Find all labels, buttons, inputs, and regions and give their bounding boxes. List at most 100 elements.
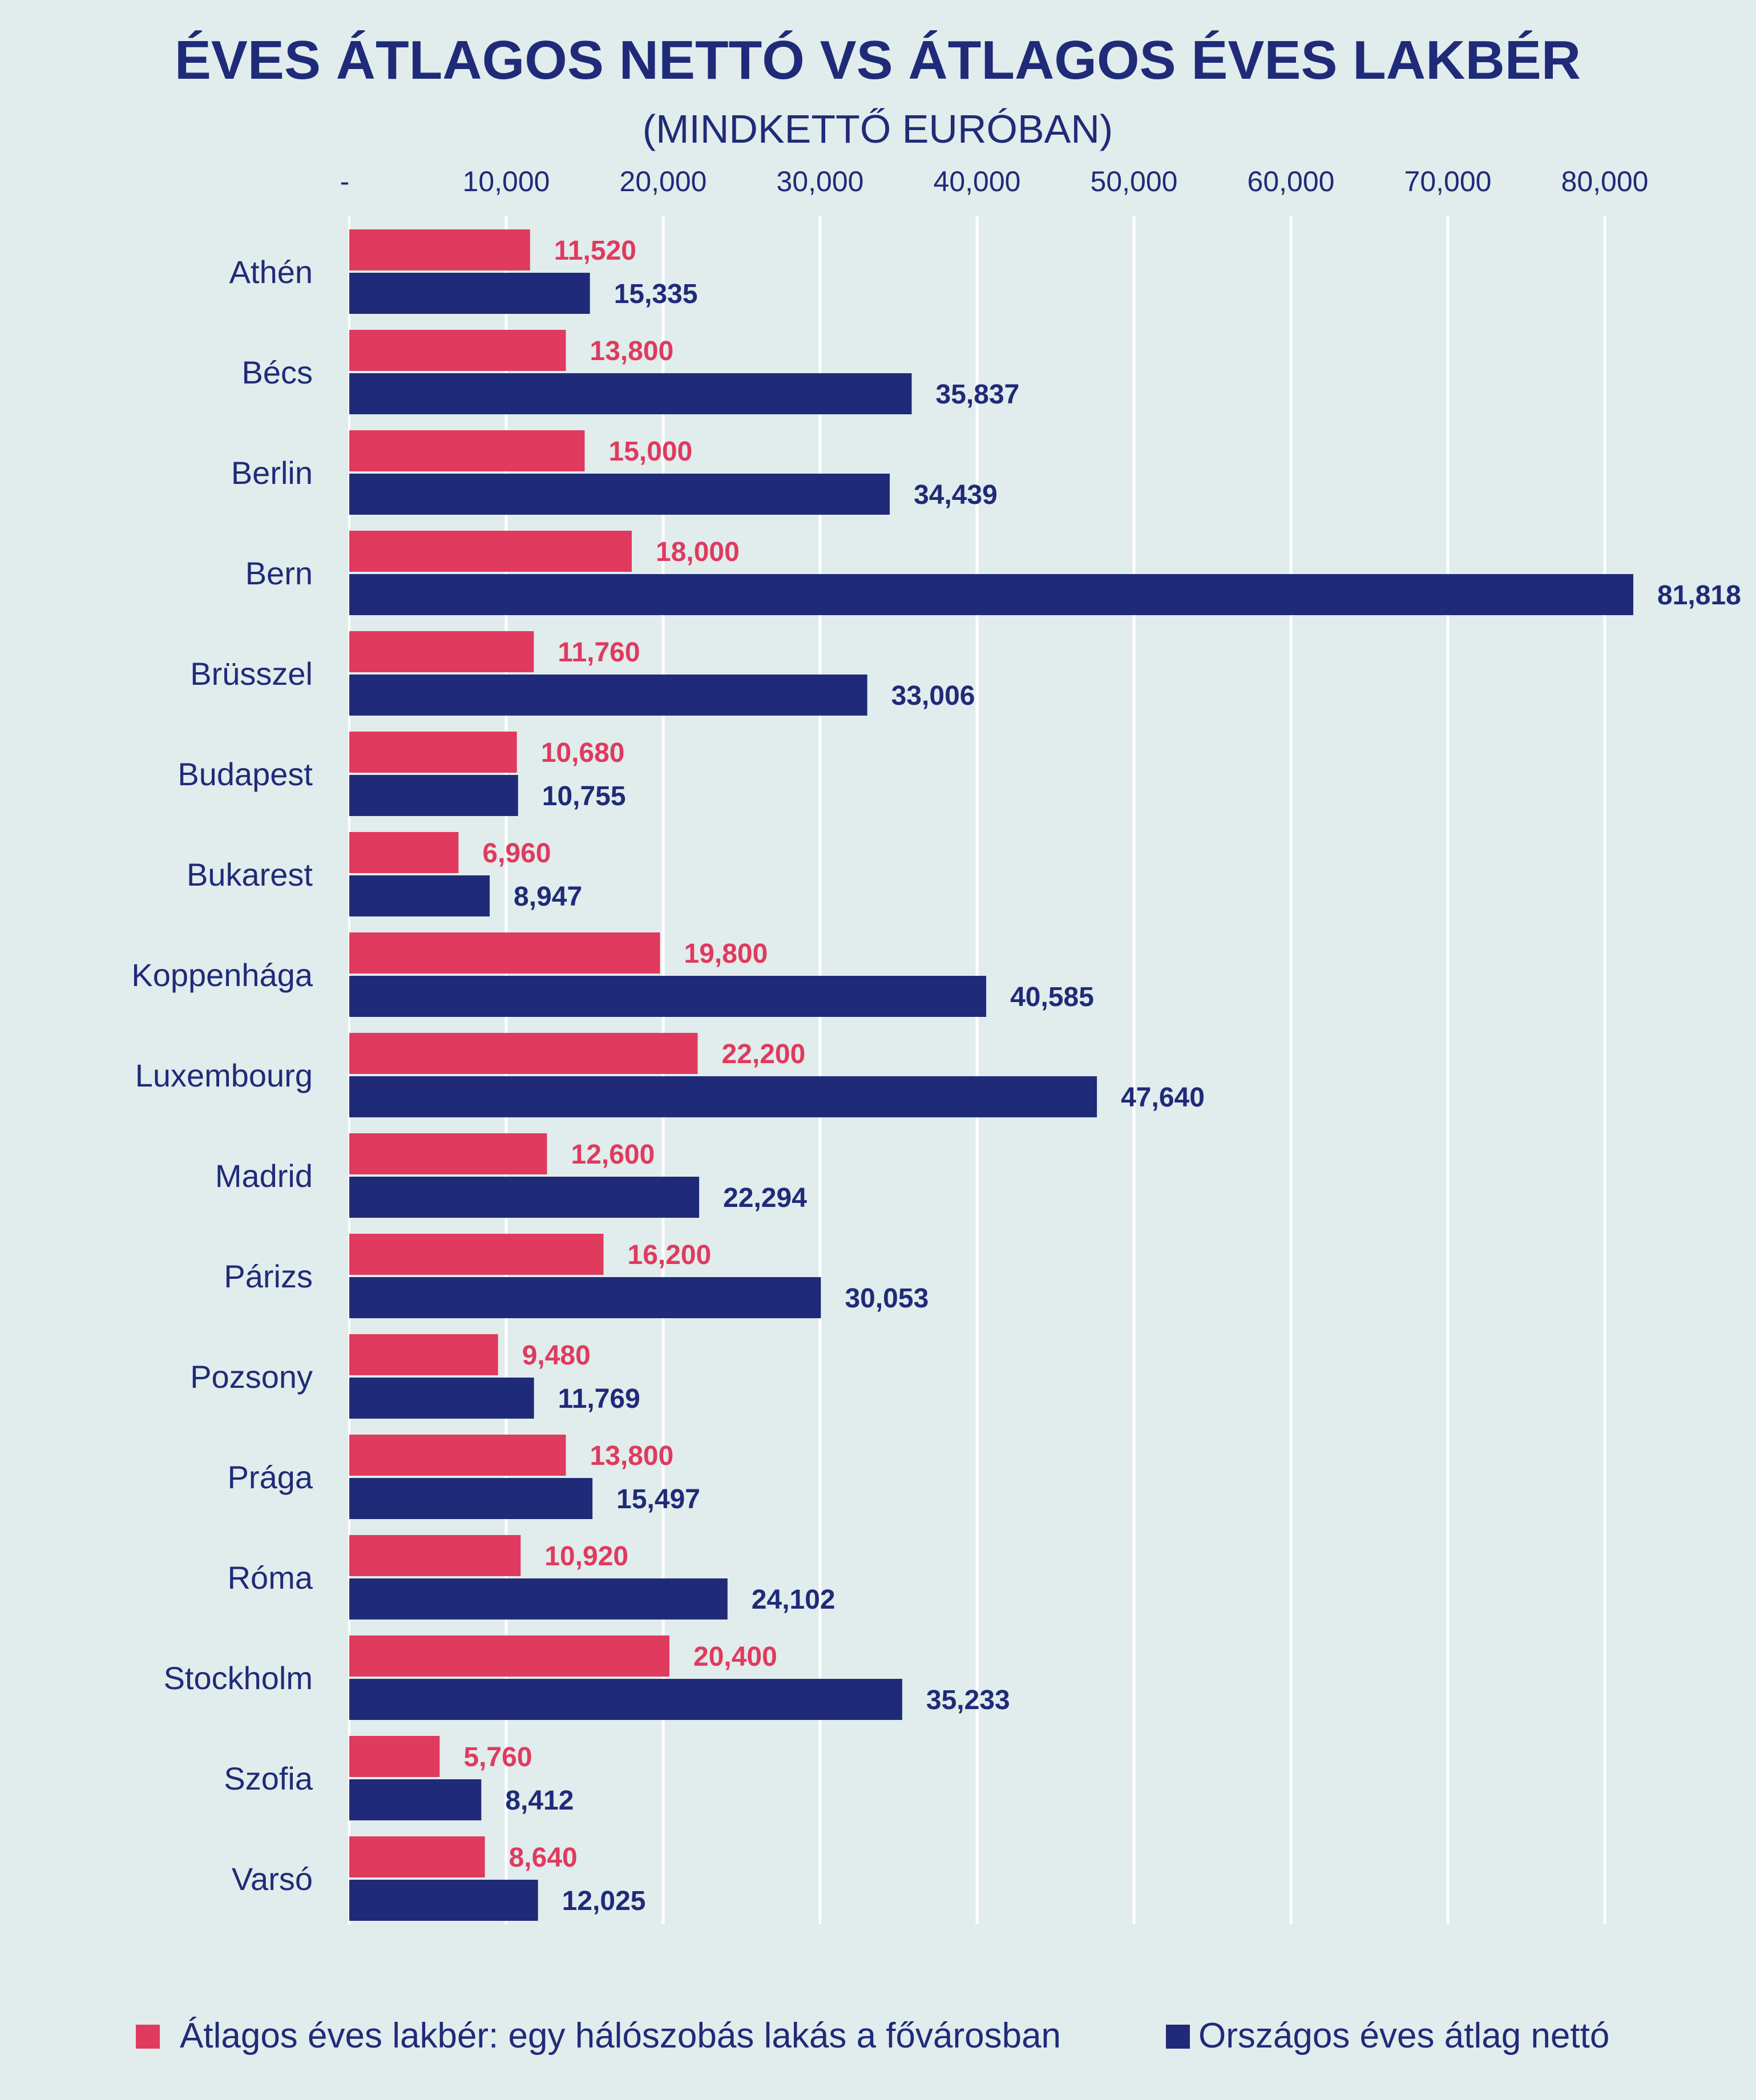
legend-swatch (136, 2025, 160, 2049)
bar-net-salary (349, 1177, 700, 1218)
bar-rent (349, 1435, 566, 1476)
category-label: Róma (228, 1560, 313, 1596)
data-label-net-salary: 30,053 (845, 1283, 929, 1314)
bar-rent (349, 430, 585, 471)
data-label-rent: 13,800 (590, 1441, 674, 1471)
x-tick-label: - (340, 165, 350, 197)
legend-swatch (1166, 2025, 1190, 2049)
bar-rent (349, 1334, 498, 1375)
data-label-net-salary: 11,769 (558, 1384, 640, 1414)
bar-net-salary (349, 474, 890, 515)
data-label-rent: 15,000 (609, 437, 693, 467)
bars: 11,520 15,335 13,800 35,837 15,000 34,439 18,0… (349, 229, 1741, 1921)
data-label-net-salary: 35,233 (926, 1685, 1010, 1715)
bar-rent (349, 732, 517, 773)
bar-net-salary (349, 1880, 538, 1921)
data-label-net-salary: 34,439 (914, 480, 998, 510)
data-label-rent: 9,480 (522, 1340, 591, 1371)
x-tick-label: 70,000 (1404, 165, 1492, 197)
data-label-net-salary: 47,640 (1121, 1083, 1205, 1113)
bar-rent (349, 1133, 547, 1174)
bar-net-salary (349, 373, 912, 414)
data-label-rent: 10,920 (544, 1541, 628, 1572)
data-label-rent: 8,640 (509, 1843, 578, 1873)
bar-net-salary (349, 1478, 593, 1519)
data-label-net-salary: 35,837 (936, 379, 1020, 410)
category-label: Madrid (215, 1158, 313, 1194)
data-label-net-salary: 15,497 (616, 1484, 700, 1515)
bar-rent (349, 932, 660, 974)
category-label: Szofia (224, 1760, 313, 1796)
x-tick-label: 40,000 (934, 165, 1021, 197)
data-label-rent: 13,800 (590, 336, 674, 366)
legend-label: Országos éves átlag nettó (1198, 2016, 1609, 2055)
bar-rent (349, 1836, 485, 1877)
category-label: Luxembourg (135, 1057, 313, 1093)
legend: Átlagos éves lakbér: egy hálószobás laká… (136, 2016, 1609, 2055)
x-axis-ticks: - 10,000 20,000 30,000 40,000 50,000 60,000 70,… (340, 165, 1649, 197)
bar-rent (349, 1234, 604, 1275)
data-label-rent: 12,600 (571, 1140, 655, 1170)
data-label-net-salary: 12,025 (562, 1886, 646, 1916)
category-label: Koppenhága (131, 957, 313, 993)
data-label-rent: 11,760 (558, 637, 640, 668)
bar-net-salary (349, 1378, 534, 1419)
data-label-rent: 19,800 (684, 939, 768, 969)
category-labels: Athén Bécs Berlin Bern Brüsszel Budapest Bukar… (131, 254, 313, 1897)
category-label: Brüsszel (190, 656, 313, 692)
data-label-rent: 22,200 (722, 1039, 806, 1069)
bar-rent (349, 531, 632, 572)
bar-rent (349, 1635, 669, 1677)
data-label-net-salary: 24,102 (752, 1585, 835, 1615)
data-label-net-salary: 8,412 (505, 1786, 574, 1816)
x-tick-label: 10,000 (463, 165, 550, 197)
category-label: Bern (245, 555, 313, 591)
bar-rent (349, 330, 566, 371)
bar-rent (349, 631, 534, 672)
data-label-rent: 18,000 (656, 537, 740, 567)
bar-rent (349, 832, 459, 873)
bar-net-salary (349, 1679, 902, 1720)
chart-subtitle: (MINDKETTŐ EURÓBAN) (643, 107, 1113, 151)
data-label-net-salary: 10,755 (542, 781, 626, 811)
data-label-net-salary: 33,006 (891, 681, 975, 711)
bar-net-salary (349, 273, 590, 314)
data-label-net-salary: 22,294 (723, 1183, 807, 1213)
data-label-rent: 11,520 (554, 236, 636, 266)
category-label: Párizs (224, 1258, 313, 1294)
bar-net-salary (349, 1076, 1097, 1117)
bar-rent (349, 1033, 698, 1074)
chart-title: ÉVES ÁTLAGOS NETTÓ VS ÁTLAGOS ÉVES LAKBÉ… (175, 30, 1581, 91)
category-label: Prága (228, 1459, 313, 1495)
category-label: Berlin (231, 455, 313, 491)
bar-net-salary (349, 1277, 821, 1318)
category-label: Varsó (232, 1861, 313, 1897)
data-label-rent: 6,960 (482, 838, 551, 869)
bar-net-salary (349, 775, 518, 816)
bar-net-salary (349, 675, 867, 716)
category-label: Pozsony (190, 1359, 313, 1395)
data-label-rent: 20,400 (693, 1642, 777, 1672)
bar-net-salary (349, 976, 987, 1017)
data-label-net-salary: 8,947 (514, 882, 582, 912)
x-tick-label: 20,000 (620, 165, 707, 197)
x-tick-label: 60,000 (1248, 165, 1335, 197)
category-label: Budapest (177, 756, 313, 792)
category-label: Stockholm (164, 1660, 313, 1696)
category-label: Bukarest (187, 857, 313, 892)
bar-net-salary (349, 875, 490, 916)
data-label-net-salary: 15,335 (614, 279, 698, 309)
category-label: Athén (229, 254, 313, 290)
data-label-net-salary: 81,818 (1657, 580, 1741, 611)
bar-rent (349, 1535, 521, 1576)
data-label-rent: 5,760 (463, 1742, 532, 1772)
x-tick-label: 30,000 (777, 165, 864, 197)
data-label-rent: 16,200 (628, 1240, 712, 1270)
legend-label: Átlagos éves lakbér: egy hálószobás laká… (180, 2016, 1061, 2055)
data-label-rent: 10,680 (541, 738, 625, 768)
bar-net-salary (349, 1779, 482, 1820)
bar-net-salary (349, 574, 1633, 615)
bar-rent (349, 1736, 440, 1777)
